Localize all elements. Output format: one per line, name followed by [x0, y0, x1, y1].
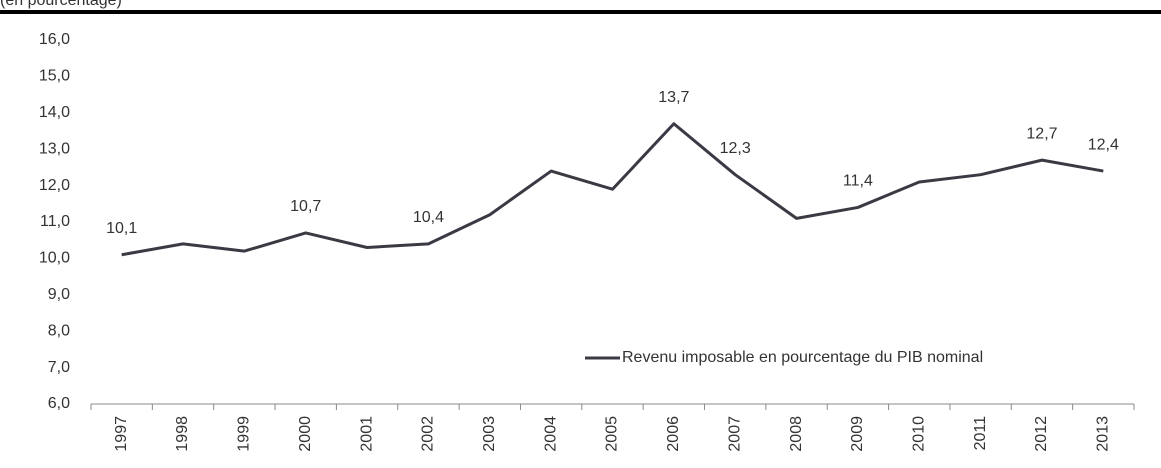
x-tick-label: 2004 [542, 416, 559, 452]
y-tick-label: 9,0 [48, 286, 70, 303]
x-tick-label: 2012 [1033, 416, 1050, 452]
data-label: 11,4 [843, 173, 873, 190]
y-tick-label: 14,0 [39, 104, 70, 121]
y-tick-label: 11,0 [40, 213, 70, 230]
data-label: 12,3 [720, 140, 751, 157]
data-label: 10,4 [413, 209, 444, 226]
chart-subtitle: (en pourcentage) [0, 0, 122, 9]
x-tick-label: 2011 [972, 416, 989, 451]
legend-label: Revenu imposable en pourcentage du PIB n… [622, 349, 983, 366]
x-tick-label: 2010 [910, 416, 927, 452]
x-tick-label: 2000 [297, 416, 314, 452]
data-label: 12,4 [1088, 136, 1119, 153]
x-tick-label: 1998 [174, 416, 191, 452]
y-tick-label: 7,0 [48, 359, 70, 376]
data-label: 10,1 [106, 220, 137, 237]
x-tick-label: 2006 [665, 416, 682, 452]
data-label: 10,7 [290, 198, 321, 215]
series-line [121, 122, 1104, 257]
x-tick-label: 2002 [420, 416, 437, 452]
x-tick-label: 2007 [726, 416, 743, 452]
y-tick-label: 10,0 [39, 250, 70, 267]
x-tick-label: 1999 [236, 416, 253, 452]
x-tick-label: 1997 [113, 416, 130, 452]
y-tick-label: 6,0 [48, 395, 70, 412]
x-tick-label: 2013 [1095, 416, 1112, 452]
y-tick-label: 8,0 [48, 322, 70, 339]
y-tick-label: 13,0 [39, 140, 70, 157]
data-label: 13,7 [658, 89, 689, 106]
x-tick-label: 2009 [849, 416, 866, 452]
y-tick-label: 15,0 [39, 68, 70, 85]
y-tick-label: 12,0 [39, 177, 70, 194]
y-tick-label: 16,0 [39, 31, 70, 48]
x-tick-label: 2005 [604, 416, 621, 452]
x-tick-label: 2003 [481, 416, 498, 452]
data-label: 12,7 [1026, 125, 1057, 142]
x-tick-label: 2008 [788, 416, 805, 452]
x-tick-label: 2001 [358, 416, 375, 452]
top-rule [0, 10, 1161, 14]
